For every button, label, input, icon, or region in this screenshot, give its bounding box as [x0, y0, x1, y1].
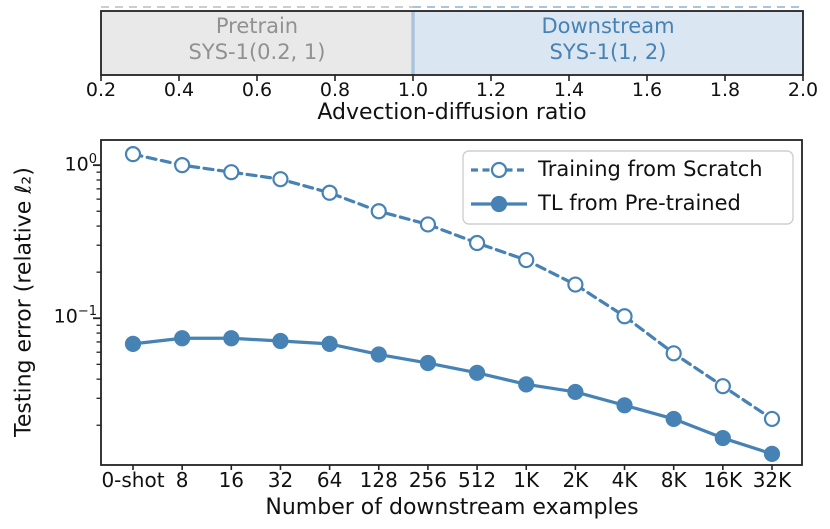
data-point-s0-16K [714, 378, 731, 395]
x-tick-label-16K: 16K [703, 468, 743, 492]
top-x-tick-label: 1.6 [631, 79, 663, 101]
x-tick-label-512: 512 [457, 468, 497, 492]
x-tick-label-32: 32 [267, 468, 294, 492]
data-point-s1-64 [321, 335, 338, 352]
data-point-s1-8 [174, 330, 191, 347]
x-tick-label-8K: 8K [660, 468, 687, 492]
data-point-s1-8K [665, 410, 682, 428]
region-pretrain-line1: Pretrain [215, 14, 299, 38]
legend-label-scratch: Training from Scratch [538, 157, 763, 181]
top-x-tick-label: 0.2 [85, 79, 117, 101]
legend-sample-marker-1 [490, 195, 508, 213]
data-point-s0-512 [468, 234, 486, 252]
data-point-s1-0-shot [124, 335, 142, 352]
data-point-s0-4K [616, 308, 633, 325]
ytick-1e-1: 10−1 [54, 304, 97, 327]
data-point-s1-1K [518, 376, 535, 393]
data-point-s0-32 [272, 171, 289, 188]
series-line-0 [131, 152, 774, 421]
legend-sample-marker-0 [490, 161, 508, 179]
data-point-s1-16K [714, 429, 731, 447]
region-label-pretrain: Pretrain SYS-1(0.2, 1) [189, 13, 326, 65]
data-point-s1-128 [370, 346, 387, 363]
ytick-1e-1-exp: −1 [77, 304, 97, 320]
top-x-tick-label: 0.6 [241, 79, 273, 101]
data-point-s1-256 [419, 354, 437, 372]
x-tick-label-128: 128 [359, 468, 398, 492]
legend-label-tl: TL from Pre-trained [538, 191, 741, 215]
x-tick-label-32K: 32K [752, 468, 792, 492]
top-x-tick-label: 1.4 [553, 79, 585, 101]
ytick-1e0-exp: 0 [88, 152, 97, 168]
data-point-s1-32K [763, 445, 781, 462]
top-x-tick-label: 0.4 [163, 79, 195, 101]
top-panel-frame [100, 10, 804, 76]
x-tick-label-8: 8 [175, 468, 189, 492]
data-point-s0-64 [321, 184, 338, 201]
top-x-tick-label: 1.2 [475, 79, 507, 101]
ytick-1e0: 100 [65, 152, 97, 175]
data-point-s0-16 [223, 164, 240, 181]
main-chart-frame [100, 139, 803, 466]
x-tick-label-4K: 4K [611, 468, 638, 492]
top-x-tick-label: 0.8 [319, 79, 351, 101]
bottom-xaxis-title: Number of downstream examples [265, 495, 639, 520]
ytick-1e0-base: 10 [64, 153, 89, 176]
data-point-s1-512 [468, 364, 486, 381]
region-span-1 [413, 11, 803, 75]
top-x-tick-label: 2.0 [787, 79, 819, 101]
data-point-s1-32 [272, 332, 289, 350]
x-tick-label-16: 16 [218, 468, 245, 492]
data-point-s0-128 [370, 203, 387, 220]
region-label-downstream: Downstream SYS-1(1, 2) [541, 13, 674, 65]
yaxis-title: Testing error (relative ℓ₂) [11, 167, 37, 437]
region-pretrain-line2: SYS-1(0.2, 1) [188, 40, 326, 64]
x-tick-label-1K: 1K [513, 468, 540, 492]
data-point-s1-16 [223, 330, 240, 347]
data-point-s0-256 [419, 216, 437, 233]
top-xaxis-title: Advection-diffusion ratio [317, 100, 587, 125]
data-point-s0-32K [763, 410, 781, 428]
legend-box [462, 150, 794, 225]
data-point-s0-2K [567, 276, 584, 293]
data-point-s1-2K [567, 383, 584, 401]
region-downstream-line2: SYS-1(1, 2) [549, 40, 667, 64]
top-x-tick-label: 1.8 [709, 79, 741, 101]
top-x-tick-label: 1.0 [397, 79, 429, 101]
x-tick-label-0-shot: 0-shot [101, 468, 165, 492]
data-point-s0-8 [174, 157, 191, 174]
x-tick-label-64: 64 [316, 468, 343, 492]
region-downstream-line1: Downstream [541, 14, 675, 38]
data-point-s0-1K [518, 251, 535, 269]
region-span-0 [101, 11, 413, 75]
data-point-s1-4K [616, 397, 633, 414]
x-tick-label-2K: 2K [562, 468, 589, 492]
data-point-s0-0-shot [124, 146, 142, 163]
data-point-s0-8K [665, 345, 682, 362]
series-line-1 [131, 336, 774, 456]
ytick-1e-1-base: 10 [53, 305, 78, 328]
x-tick-label-256: 256 [408, 468, 448, 492]
